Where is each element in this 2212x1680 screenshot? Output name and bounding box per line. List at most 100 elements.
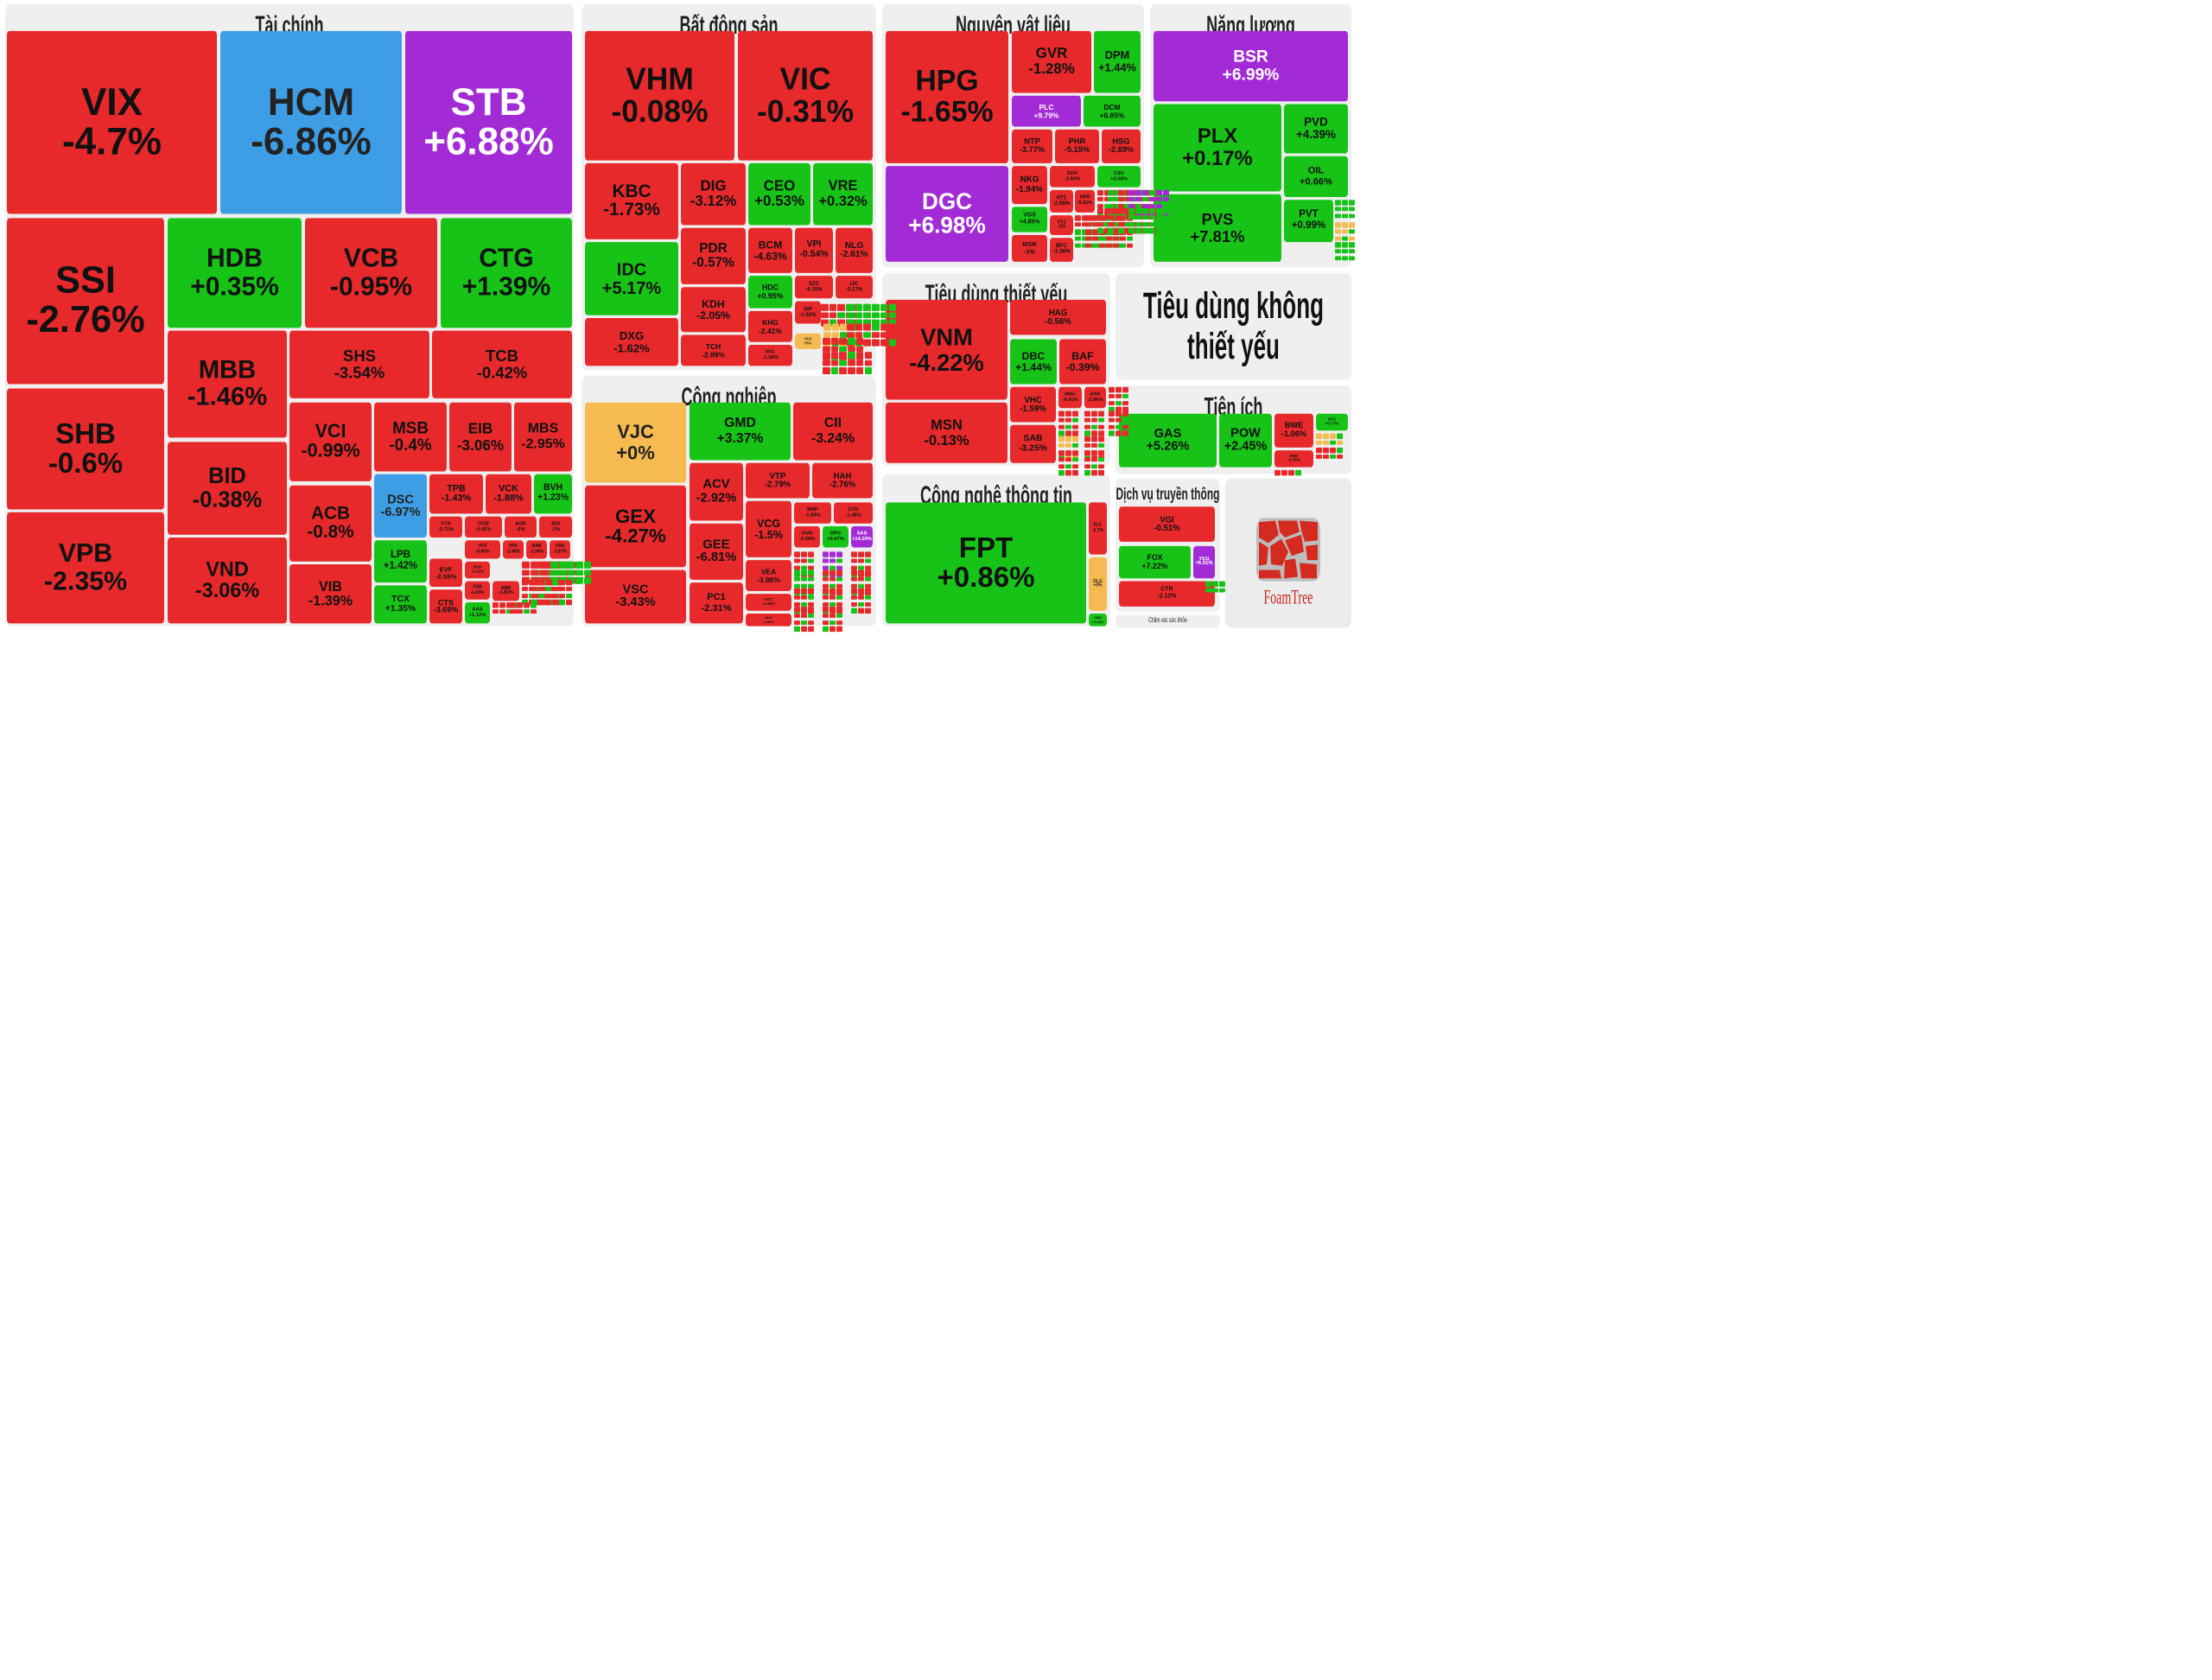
mini-tile[interactable] (1128, 214, 1135, 220)
tile-dpr[interactable]: DPR -5.61% (1075, 189, 1095, 213)
mini-tile[interactable] (1065, 424, 1071, 430)
mini-tile[interactable] (840, 323, 848, 330)
tile-ssb[interactable]: SSB -1.69% (465, 581, 490, 600)
mini-tile[interactable] (1118, 214, 1124, 220)
mini-tile[interactable] (880, 303, 888, 311)
mini-tile[interactable] (1075, 221, 1081, 227)
mini-tile[interactable] (848, 367, 855, 374)
mini-tile[interactable] (1335, 229, 1341, 234)
mini-tile[interactable] (839, 367, 847, 374)
mini-tile[interactable] (1122, 196, 1128, 202)
mini-tile[interactable] (865, 551, 871, 557)
mini-tile[interactable] (1125, 228, 1131, 234)
mini-tile[interactable] (1153, 208, 1159, 213)
mini-tile[interactable] (801, 627, 807, 633)
tile-vix[interactable]: VIX -4.7% (7, 30, 217, 214)
mini-tile[interactable] (1153, 221, 1159, 227)
mini-tile[interactable] (1097, 196, 1103, 202)
mini-tile[interactable] (559, 579, 565, 585)
mini-tile[interactable] (1125, 189, 1131, 195)
mini-tile[interactable] (1115, 196, 1121, 202)
mini-tile[interactable] (538, 586, 544, 592)
mini-tile[interactable] (839, 346, 847, 353)
mini-tile[interactable] (1103, 243, 1109, 248)
mini-tile[interactable] (808, 588, 814, 594)
mini-tile[interactable] (1127, 243, 1133, 248)
mini-tile[interactable] (1330, 454, 1336, 460)
mini-tile[interactable] (1295, 469, 1301, 475)
mini-tile[interactable] (506, 601, 512, 608)
mini-tile[interactable] (567, 569, 575, 576)
mini-tile[interactable] (566, 586, 572, 592)
mini-tile[interactable] (1200, 581, 1206, 587)
mini-tile[interactable] (1323, 454, 1329, 460)
tile-pow[interactable]: POW +2.45% (1219, 413, 1272, 468)
mini-tile[interactable] (872, 331, 880, 339)
mini-tile[interactable] (830, 352, 839, 359)
tile-msr[interactable]: MSR -1% (1012, 234, 1047, 262)
mini-tile[interactable] (1122, 203, 1128, 209)
mini-tile[interactable] (1075, 229, 1081, 235)
tile-hhv[interactable]: HHV -1.94% (746, 613, 791, 627)
tile-agr[interactable]: AGR -6% (505, 516, 537, 538)
mini-tile[interactable] (1098, 463, 1104, 469)
mini-tile[interactable] (847, 320, 855, 327)
mini-tile[interactable] (865, 601, 871, 608)
mini-tile[interactable] (855, 360, 864, 366)
mini-tile[interactable] (1111, 221, 1117, 227)
mini-tile[interactable] (1092, 229, 1098, 235)
mini-tile[interactable] (1098, 470, 1104, 476)
mini-tile[interactable] (801, 583, 807, 589)
mini-tile[interactable] (1115, 221, 1121, 227)
mini-tile[interactable] (1072, 417, 1078, 423)
mini-tile[interactable] (1118, 208, 1124, 213)
mini-tile[interactable] (1084, 410, 1090, 417)
mini-tile[interactable] (880, 311, 888, 319)
mini-tile[interactable] (1135, 208, 1141, 213)
mini-tile[interactable] (1156, 214, 1162, 220)
mini-tile[interactable] (801, 576, 807, 582)
mini-tile[interactable] (831, 331, 840, 339)
tile-cts[interactable]: CTS -3.69% (429, 589, 462, 624)
mini-tile[interactable] (858, 551, 864, 557)
tile-vpi[interactable]: VPI -0.54% (795, 227, 833, 273)
mini-tile[interactable] (1082, 221, 1088, 227)
mini-tile[interactable] (1116, 424, 1122, 430)
mini-tile[interactable] (855, 323, 863, 330)
mini-tile[interactable] (559, 600, 565, 606)
mini-tile[interactable] (1139, 214, 1145, 220)
mini-tile[interactable] (1115, 203, 1121, 209)
mini-tile[interactable] (1091, 456, 1097, 462)
mini-tile[interactable] (1349, 242, 1355, 247)
mini-tile[interactable] (830, 564, 836, 570)
mini-tile[interactable] (566, 600, 572, 606)
mini-tile[interactable] (808, 551, 814, 557)
tile-vhc[interactable]: VHC -1.59% (1010, 386, 1056, 423)
tile-vjc[interactable]: VJC +0% (585, 402, 686, 483)
mini-tile[interactable] (872, 311, 880, 319)
tile-fts[interactable]: FTS -2.71% (429, 516, 462, 538)
mini-tile[interactable] (1065, 417, 1071, 423)
mini-tile[interactable] (836, 613, 842, 619)
mini-tile[interactable] (1115, 208, 1121, 213)
mini-tile[interactable] (888, 323, 896, 330)
mini-tile[interactable] (1139, 208, 1145, 213)
mini-tile[interactable] (830, 583, 836, 589)
mini-tile[interactable] (836, 558, 842, 563)
mini-tile[interactable] (1349, 213, 1355, 219)
mini-tile[interactable] (1153, 203, 1159, 209)
tile-vds[interactable]: VDS -2.87% (550, 540, 570, 559)
mini-tile[interactable] (1092, 215, 1098, 220)
mini-tile[interactable] (1146, 208, 1152, 213)
mini-tile[interactable] (855, 331, 863, 339)
mini-tile[interactable] (566, 593, 572, 599)
mini-tile[interactable] (552, 579, 558, 585)
mini-tile[interactable] (1072, 442, 1078, 449)
mini-tile[interactable] (830, 337, 839, 345)
mini-tile[interactable] (1097, 208, 1103, 213)
mini-tile[interactable] (1089, 243, 1095, 248)
mini-tile[interactable] (848, 360, 855, 366)
mini-tile[interactable] (880, 331, 888, 339)
mini-tile[interactable] (1065, 470, 1071, 476)
tile-sip[interactable]: SIP -1.92% (795, 301, 821, 324)
